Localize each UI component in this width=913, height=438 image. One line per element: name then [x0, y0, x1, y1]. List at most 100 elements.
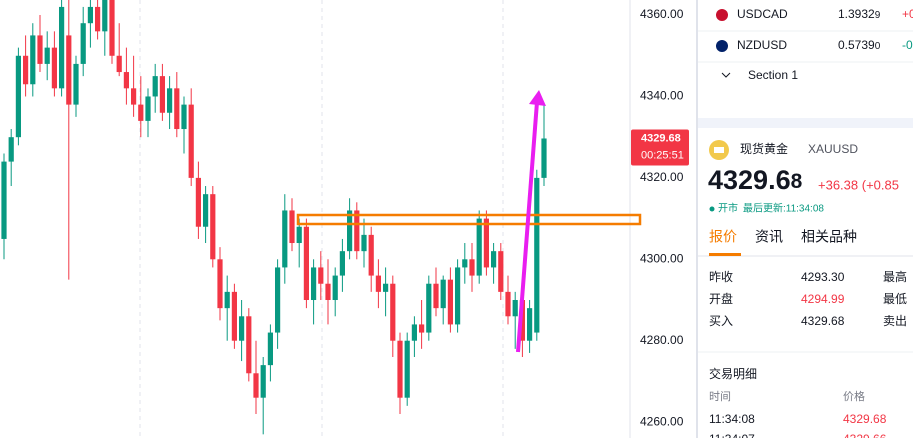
change: +0 [902, 7, 913, 21]
candle-body [73, 63, 79, 105]
trades-header: 价格 [843, 389, 865, 403]
stat-label: 开盘 [709, 291, 733, 306]
candle-body [361, 234, 367, 252]
candle-body [195, 177, 201, 227]
candle-body [95, 6, 101, 32]
candle-body [303, 226, 309, 301]
candle-body [433, 283, 439, 309]
detail-symbol: XAUUSD [808, 142, 858, 156]
candle-body [325, 283, 331, 301]
candle-body [181, 104, 187, 130]
candle-body [51, 47, 57, 89]
candle-body [339, 251, 345, 276]
tab[interactable]: 相关品种 [801, 229, 857, 245]
candle-body [174, 88, 180, 130]
price-tail: 9 [875, 10, 881, 21]
candle-body [203, 194, 209, 227]
candle-body [37, 35, 43, 64]
candle-body [296, 226, 302, 244]
y-tick-label: 4320.00 [640, 170, 684, 184]
trade-time: 11:34:07 [709, 432, 755, 438]
candle-body [440, 279, 446, 309]
candle-body [116, 55, 122, 73]
candle-body [476, 218, 482, 276]
stat-label: 卖出 [883, 314, 907, 328]
candle-body [447, 279, 453, 325]
symbol[interactable]: NZDUSD [737, 38, 787, 52]
candle-body [404, 340, 410, 398]
candle-body [123, 72, 129, 89]
section-label: Section 1 [748, 68, 798, 82]
candle-body [527, 308, 533, 341]
detail-name: 现货黄金 [740, 141, 788, 156]
trade-price: 4329.68 [843, 412, 887, 426]
candle-body [188, 104, 194, 178]
candle-body [419, 324, 425, 333]
candle-body [455, 267, 461, 325]
price-tag [631, 129, 689, 166]
candle-body [30, 35, 36, 85]
stat-label: 最高 [883, 269, 907, 284]
candle-body [368, 234, 374, 276]
candle-body [426, 283, 432, 333]
tab[interactable]: 资讯 [755, 229, 783, 245]
side-panel [697, 0, 913, 438]
candle-body [145, 96, 151, 121]
candle-body [469, 259, 475, 276]
candle-body [15, 55, 21, 138]
stat-value: 4294.99 [801, 292, 845, 306]
candle-body [23, 55, 29, 85]
candle-body [375, 275, 381, 292]
candle-body [491, 251, 497, 268]
price-tag-label: 4329.68 [641, 132, 681, 144]
candle-body [217, 259, 223, 309]
stat-value: 4293.30 [801, 270, 845, 284]
candle-body [332, 275, 338, 301]
candle-body [390, 283, 396, 341]
candle-body [289, 210, 295, 244]
candle-body [8, 137, 14, 162]
stat-value: 4329.68 [801, 314, 845, 328]
candle-body [411, 324, 417, 341]
candle-body [397, 340, 403, 398]
trades-title: 交易明细 [709, 366, 757, 381]
tab[interactable]: 报价 [709, 229, 737, 245]
detail-change: +36.38 (+0.85 [818, 177, 899, 192]
candle-body [231, 291, 237, 341]
candle-body [44, 47, 50, 64]
candle-body [462, 259, 468, 268]
candle-body [102, 0, 108, 32]
candle-body [159, 76, 165, 113]
candle-body [152, 76, 158, 97]
candle-body [66, 35, 72, 105]
trade-price: 4329.66 [843, 432, 887, 438]
tab-underline [709, 253, 741, 256]
updated: 最后更新:11:34:08 [743, 202, 824, 215]
candle-body [347, 210, 353, 252]
price-tail: 0 [875, 41, 881, 52]
price: 1.39329 [838, 7, 881, 21]
price-main: 4329.6 [708, 165, 791, 195]
candle-body [210, 194, 216, 260]
candle-body [224, 291, 230, 309]
price: 0.57390 [838, 38, 881, 52]
chevron[interactable] [721, 72, 731, 78]
candle-body [311, 267, 317, 301]
candle-body [260, 365, 266, 398]
y-tick-label: 4280.00 [640, 333, 684, 347]
price-tag-countdown: 00:25:51 [641, 149, 684, 161]
y-tick-label: 4360.00 [640, 7, 684, 21]
candle-body [318, 267, 324, 284]
trade-time: 11:34:08 [709, 412, 755, 426]
gold-icon-bar [714, 147, 724, 153]
candle-body [87, 6, 93, 24]
flag-icon [716, 40, 728, 52]
stat-label: 最低 [883, 292, 907, 306]
candle-body [246, 316, 252, 374]
arrow-head [529, 90, 546, 106]
candle-body [275, 267, 281, 333]
y-tick-label: 4300.00 [640, 251, 684, 265]
symbol[interactable]: USDCAD [737, 7, 788, 21]
